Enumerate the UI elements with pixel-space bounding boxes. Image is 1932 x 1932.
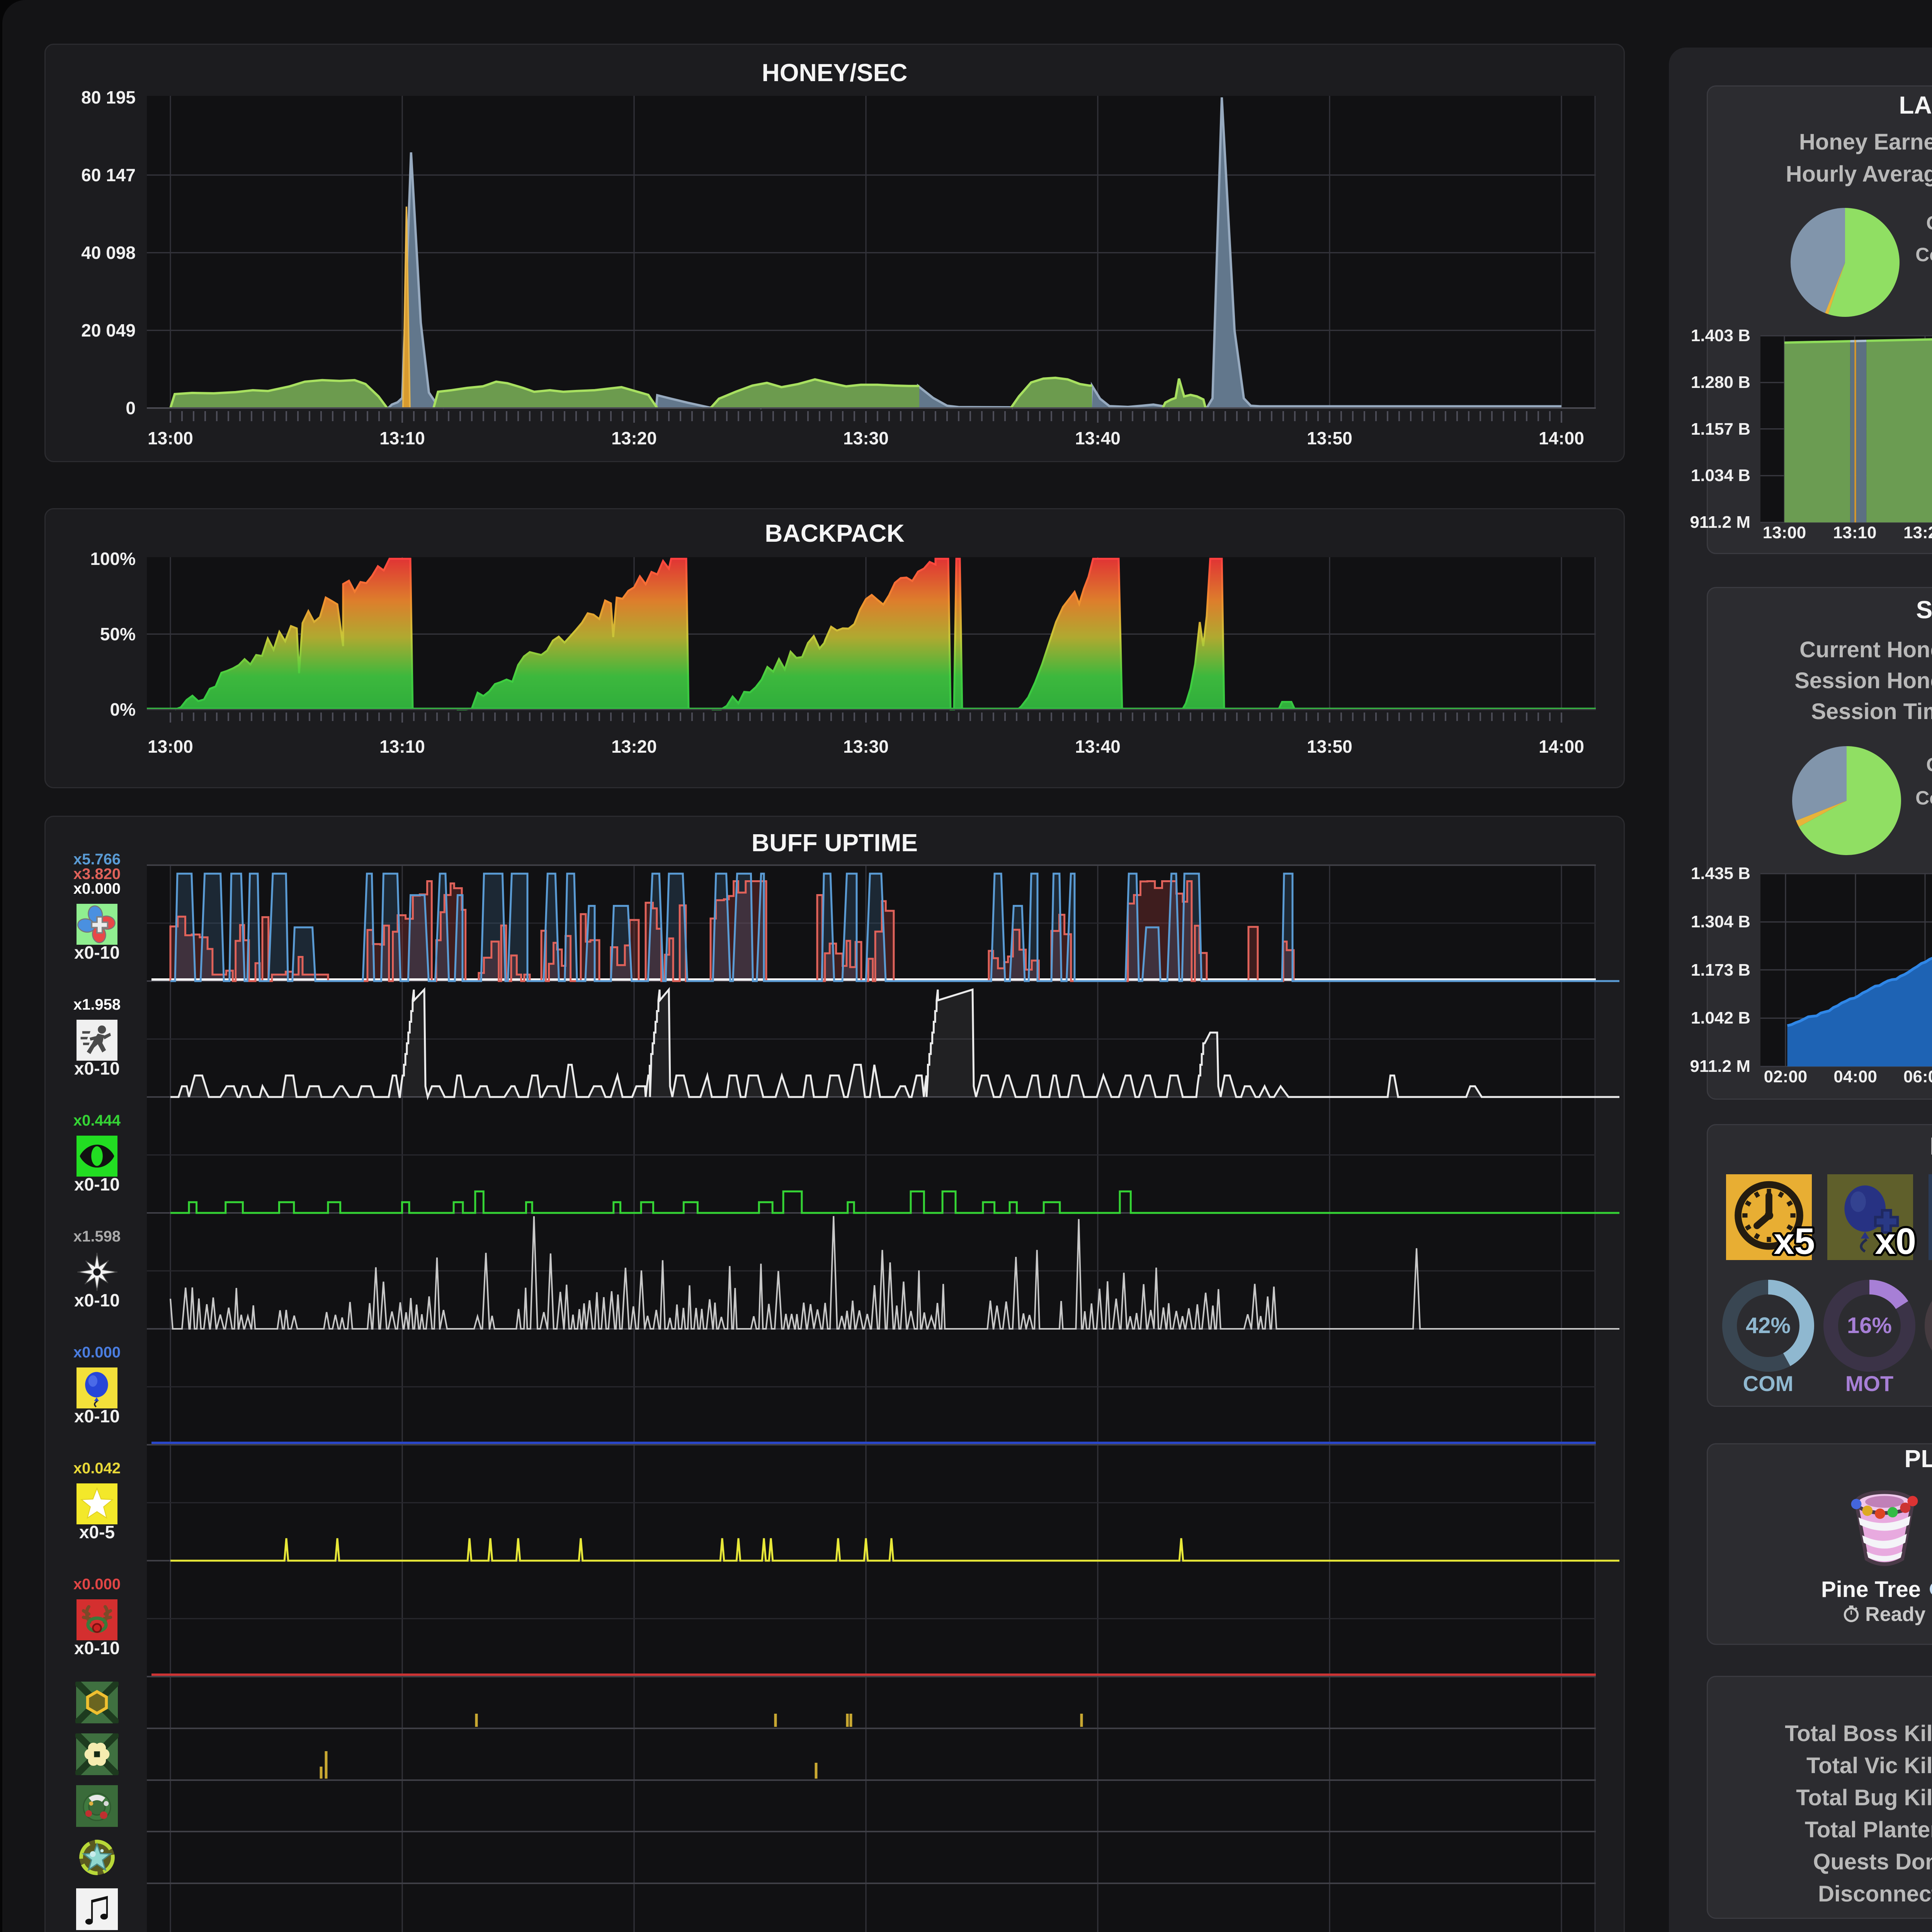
svg-text:x0: x0 <box>1875 1221 1916 1262</box>
svg-text:x5: x5 <box>1774 1221 1815 1262</box>
